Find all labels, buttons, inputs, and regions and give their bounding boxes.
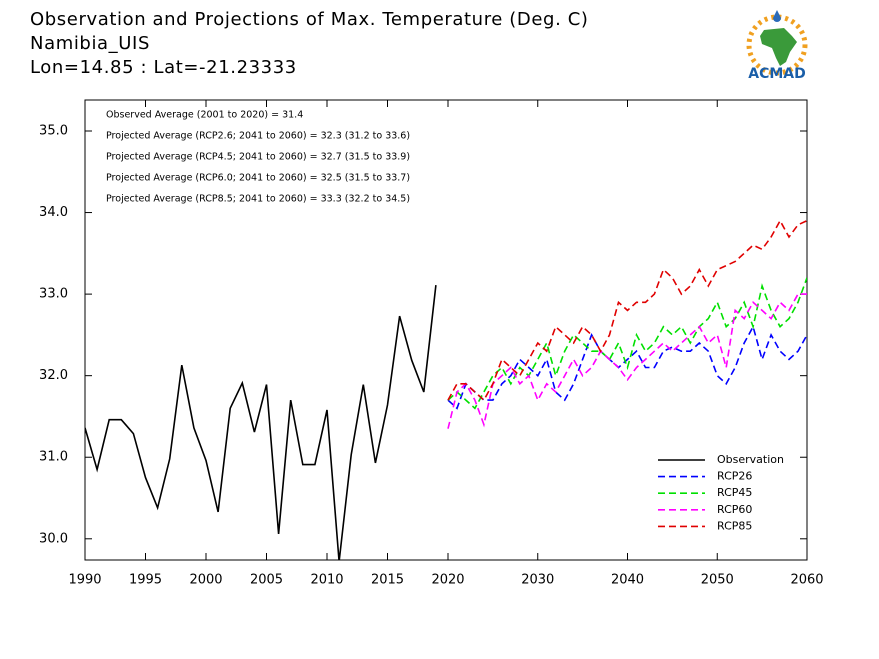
y-tick-label: 32.0 xyxy=(39,368,68,383)
legend-label: RCP85 xyxy=(717,519,752,532)
x-tick-label: 2000 xyxy=(189,573,222,588)
annotation: Projected Average (RCP2.6; 2041 to 2060)… xyxy=(106,131,410,142)
x-tick-label: 2030 xyxy=(521,573,554,588)
x-tick-label: 2010 xyxy=(310,573,343,588)
annotation: Observed Average (2001 to 2020) = 31.4 xyxy=(106,110,303,121)
data-line xyxy=(447,219,807,402)
legend-label: Observation xyxy=(717,453,784,466)
y-tick-label: 34.0 xyxy=(39,205,68,220)
y-tick-label: 31.0 xyxy=(39,450,68,465)
series-group xyxy=(85,285,437,560)
x-tick-label: 2005 xyxy=(250,573,283,588)
x-tick-label: 2020 xyxy=(431,573,464,588)
legend-label: RCP26 xyxy=(717,470,752,483)
plot-frame xyxy=(84,99,808,561)
subtitle: Namibia_UIS xyxy=(30,33,150,54)
x-tick-label: 2050 xyxy=(701,573,734,588)
x-tick-label: 1995 xyxy=(129,573,162,588)
y-tick-label: 30.0 xyxy=(39,531,68,546)
x-tick-label: 2015 xyxy=(371,573,404,588)
legend-label: RCP60 xyxy=(717,503,752,516)
legend-label: RCP45 xyxy=(717,486,752,499)
data-line xyxy=(447,324,807,410)
annotation: Projected Average (RCP6.0; 2041 to 2060)… xyxy=(106,173,410,184)
logo-text: ACMAD xyxy=(748,66,806,82)
data-line xyxy=(85,285,437,560)
data-line xyxy=(447,277,807,410)
title: Observation and Projections of Max. Temp… xyxy=(30,9,589,30)
x-tick-label: 2040 xyxy=(611,573,644,588)
data-line xyxy=(447,293,807,429)
x-tick-label: 1990 xyxy=(68,573,101,588)
subtitle: Lon=14.85 : Lat=-21.23333 xyxy=(30,57,297,78)
y-tick-label: 35.0 xyxy=(39,123,68,138)
series-group xyxy=(447,219,807,429)
x-tick-label: 2060 xyxy=(790,573,823,588)
logo: ACMAD xyxy=(746,10,808,82)
annotation: Projected Average (RCP8.5; 2041 to 2060)… xyxy=(106,194,410,205)
annotation: Projected Average (RCP4.5; 2041 to 2060)… xyxy=(106,152,410,163)
y-tick-label: 33.0 xyxy=(39,287,68,302)
